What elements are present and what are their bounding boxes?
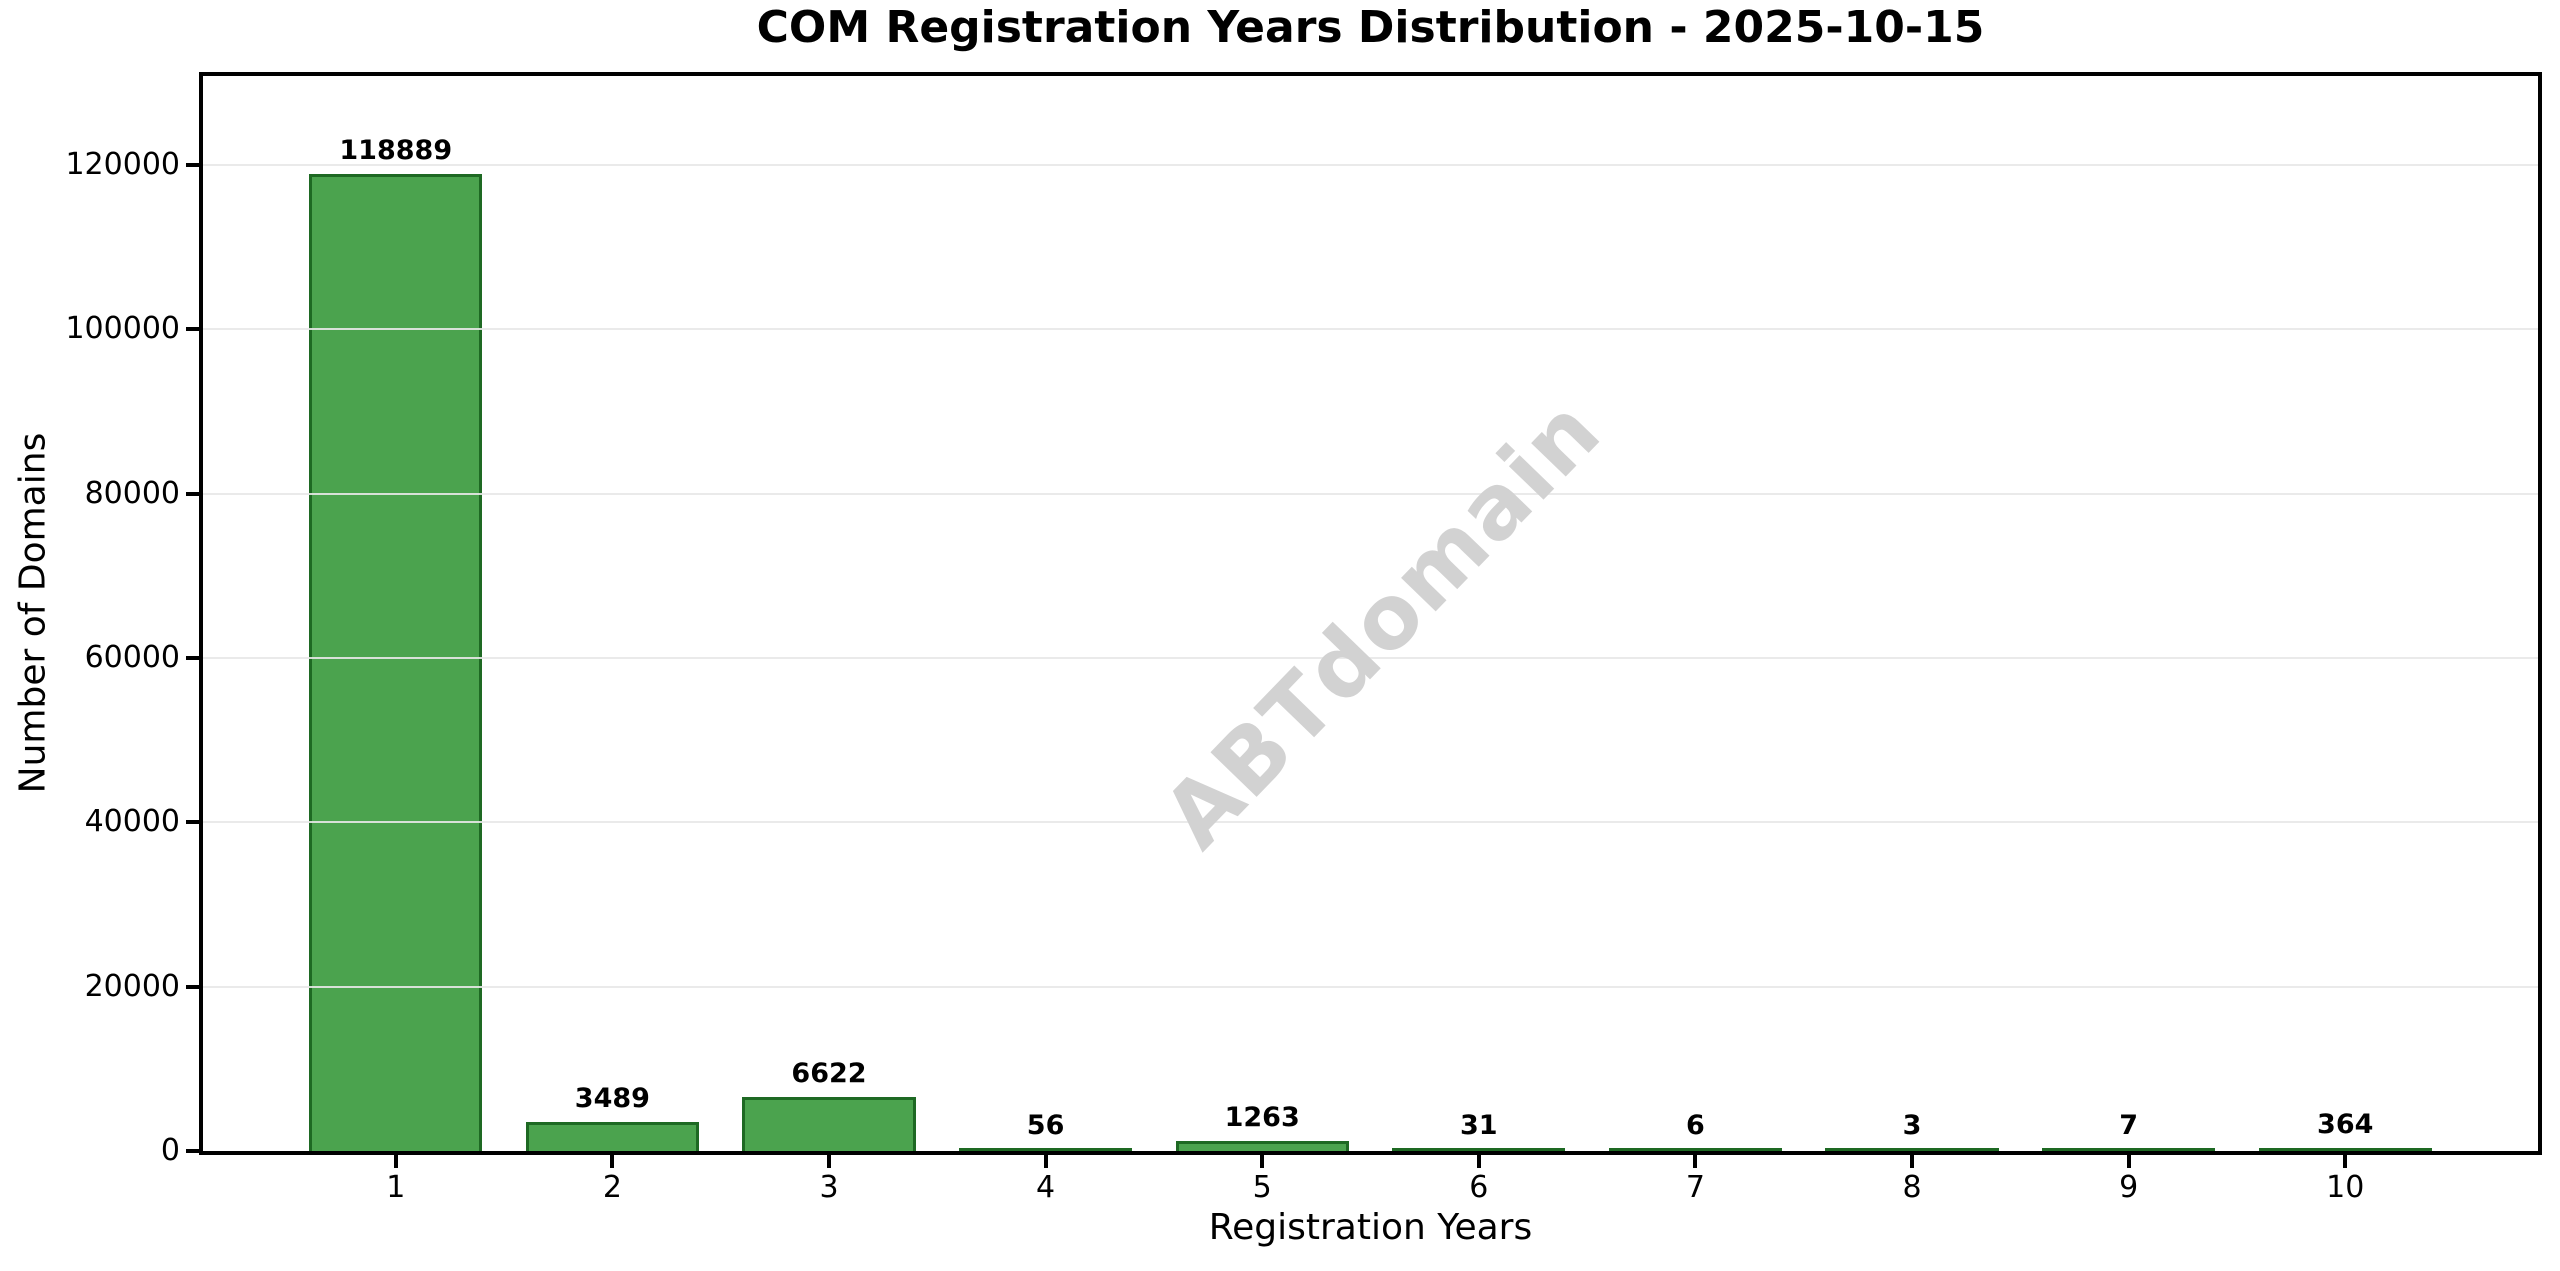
y-tick: [186, 491, 199, 496]
x-tick: [393, 1155, 398, 1168]
gridline: [203, 492, 2538, 495]
x-tick: [1260, 1155, 1265, 1168]
x-tick: [610, 1155, 615, 1168]
bar-value-label: 3489: [574, 1083, 650, 1115]
bar: [525, 1122, 700, 1151]
bar: [742, 1096, 916, 1151]
bar-value-label: 6: [1686, 1110, 1705, 1141]
x-tick-label: 7: [1685, 1170, 1705, 1205]
bar-value-label: 1263: [1224, 1101, 1300, 1133]
gridline: [203, 985, 2538, 988]
x-tick: [2343, 1155, 2348, 1168]
x-tick-label: 10: [2326, 1170, 2365, 1205]
y-tick-label: 20000: [84, 968, 180, 1004]
y-tick-label: 100000: [65, 311, 180, 347]
plot-area: ABTdomain 118889 3489 6622 56 1263 31 6 3 7 364: [199, 72, 2542, 1155]
y-tick: [186, 984, 199, 989]
x-tick: [1043, 1155, 1048, 1168]
chart-title: COM Registration Years Distribution - 20…: [756, 2, 1985, 53]
bar-value-label: 3: [1902, 1110, 1922, 1141]
x-tick-label: 1: [386, 1170, 406, 1205]
bar: [1175, 1140, 1349, 1151]
x-tick-label: 5: [1252, 1170, 1272, 1205]
x-tick: [2126, 1155, 2131, 1168]
x-tick: [826, 1155, 831, 1168]
bar-value-label: 7: [2119, 1110, 2139, 1141]
gridline: [203, 657, 2538, 659]
watermark-text: ABTdomain: [1143, 378, 1621, 868]
x-tick: [1476, 1155, 1481, 1168]
y-tick-label: 60000: [84, 640, 180, 675]
bar: [309, 174, 483, 1151]
y-tick-label: 40000: [84, 804, 180, 840]
y-tick-label: 80000: [84, 475, 180, 511]
y-tick: [186, 656, 199, 660]
gridline: [203, 821, 2538, 824]
x-tick-label: 6: [1469, 1170, 1489, 1205]
bar: [2041, 1148, 2216, 1151]
x-tick-label: 3: [819, 1170, 839, 1205]
bar-value-label: 364: [2317, 1109, 2374, 1141]
bar-value-label: 6622: [791, 1057, 867, 1089]
bar-value-label: 56: [1026, 1110, 1065, 1141]
bar: [1825, 1148, 1999, 1151]
y-tick: [186, 327, 199, 332]
bar: [958, 1148, 1133, 1151]
gridline: [203, 328, 2538, 331]
y-tick: [186, 820, 199, 825]
y-tick-label: 120000: [65, 147, 180, 182]
bar: [1608, 1148, 1783, 1151]
y-tick: [186, 1149, 199, 1153]
y-tick: [186, 163, 199, 167]
x-tick-label: 2: [602, 1170, 622, 1205]
gridline: [203, 164, 2538, 166]
bar: [2258, 1148, 2432, 1151]
bar-value-label: 31: [1460, 1110, 1498, 1141]
x-tick-label: 9: [2119, 1170, 2139, 1205]
x-tick-label: 8: [1902, 1170, 1922, 1205]
y-tick-label: 0: [160, 1133, 180, 1168]
bar: [1392, 1148, 1566, 1151]
x-tick: [1693, 1155, 1698, 1168]
bar-value-label: 118889: [339, 135, 453, 167]
x-tick: [1910, 1155, 1914, 1168]
x-axis-label: Registration Years: [1208, 1207, 1533, 1248]
x-tick-label: 4: [1036, 1170, 1056, 1205]
